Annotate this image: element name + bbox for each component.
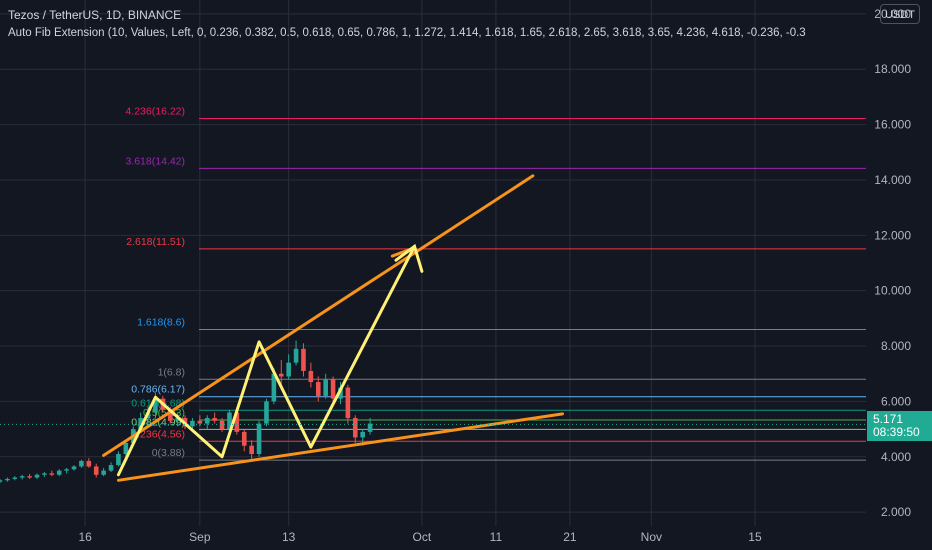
fib-level-label: 0(3.88) — [152, 447, 185, 459]
pattern-line — [116, 244, 416, 477]
y-tick-label: 20.000 — [874, 7, 911, 21]
candle-body — [190, 420, 195, 427]
candle-body — [219, 420, 225, 430]
candle-body — [175, 418, 180, 421]
upper-trendline — [102, 174, 535, 457]
y-tick-label: 14.000 — [874, 173, 911, 187]
price-axis[interactable]: 2.000 4.000 6.000 8.000 10.000 12.000 14.000 16… — [0, 7, 911, 519]
symbol-title[interactable]: Tezos / TetherUS, 1D, BINANCE — [8, 8, 182, 22]
x-tick-label: 11 — [490, 530, 503, 544]
candle-body — [227, 412, 232, 430]
candle-body — [0, 480, 3, 482]
candle-body — [49, 473, 55, 475]
candle-body — [308, 370, 314, 383]
candle-body — [241, 431, 247, 446]
pattern-arrowhead — [394, 243, 424, 273]
y-tick-label: 6.000 — [881, 394, 911, 408]
x-tick-label: Nov — [641, 530, 662, 544]
candle-body — [79, 460, 84, 467]
candle-body — [108, 465, 114, 471]
bar-countdown: 08:39:50 — [873, 425, 920, 439]
fib-level-label: 1.618(8.6) — [137, 316, 185, 328]
candle-body — [264, 401, 269, 424]
indicator-legend[interactable]: Auto Fib Extension (10, Values, Left, 0,… — [8, 27, 806, 39]
candle-body — [330, 379, 336, 399]
fib-level-label: 2.618(11.51) — [126, 236, 185, 248]
candle-body — [116, 454, 121, 466]
candlestick-series — [0, 340, 373, 484]
candle-body — [352, 418, 358, 438]
y-tick-label: 2.000 — [881, 505, 911, 519]
grid-lines — [0, 0, 866, 526]
currency-button[interactable]: USDT — [880, 4, 920, 24]
y-tick-label: 10.000 — [874, 284, 911, 298]
x-tick-label: 21 — [563, 530, 577, 544]
candle-body — [286, 362, 291, 377]
fib-level-label: 0.618(5.68) — [131, 397, 185, 409]
fib-level-label: 4.236(16.22) — [125, 105, 185, 117]
candle-body — [234, 412, 240, 432]
projection-pattern — [116, 243, 424, 477]
candle-body — [138, 418, 143, 430]
candle-body — [301, 348, 306, 371]
candle-body — [64, 469, 69, 471]
candle-body — [338, 387, 343, 399]
time-axis[interactable]: 16 Sep 13 Oct 11 21 Nov 15 — [78, 530, 762, 544]
candle-body — [345, 387, 351, 419]
candle-body — [71, 466, 77, 470]
last-price-value: 5.171 — [873, 412, 904, 426]
candle-body — [256, 423, 262, 455]
lower-trendline — [116, 412, 565, 482]
x-tick-label: 13 — [282, 530, 296, 544]
candle-body — [360, 431, 365, 438]
x-tick-label: Oct — [413, 530, 432, 544]
candle-body — [27, 476, 32, 478]
candle-body — [42, 473, 47, 475]
last-price-tag: 5.171 08:39:50 — [867, 411, 932, 441]
candle-body — [34, 474, 40, 478]
candle-body — [271, 373, 277, 402]
candle-body — [101, 470, 106, 475]
candle-body — [5, 478, 10, 481]
y-tick-label: 18.000 — [874, 62, 911, 76]
candle-body — [19, 476, 25, 478]
candle-body — [204, 418, 210, 424]
candle-body — [323, 379, 328, 396]
candle-body — [293, 348, 299, 363]
fib-level-label: 0.786(6.17) — [131, 384, 185, 396]
candle-body — [56, 470, 62, 475]
candle-body — [12, 477, 18, 479]
candle-body — [278, 373, 284, 377]
candle-body — [167, 409, 173, 421]
y-tick-label: 4.000 — [881, 450, 911, 464]
y-tick-label: 16.000 — [874, 118, 911, 132]
fib-level-label: 0.236(4.56) — [131, 428, 185, 440]
x-tick-label: 15 — [748, 530, 762, 544]
y-tick-label: 12.000 — [874, 228, 911, 242]
candle-body — [249, 445, 254, 455]
candle-body — [315, 382, 321, 396]
candle-body — [153, 398, 158, 413]
y-tick-label: 8.000 — [881, 339, 911, 353]
fib-level-label: 3.618(14.42) — [125, 155, 185, 167]
fib-level-label: 1(6.8) — [158, 366, 185, 378]
candle-body — [197, 420, 203, 424]
candle-body — [86, 460, 92, 467]
candle-body — [212, 418, 217, 421]
x-tick-label: Sep — [189, 530, 211, 544]
x-tick-label: 16 — [78, 530, 92, 544]
candle-body — [93, 466, 99, 475]
candle-body — [367, 423, 373, 432]
candle-body — [123, 442, 129, 455]
